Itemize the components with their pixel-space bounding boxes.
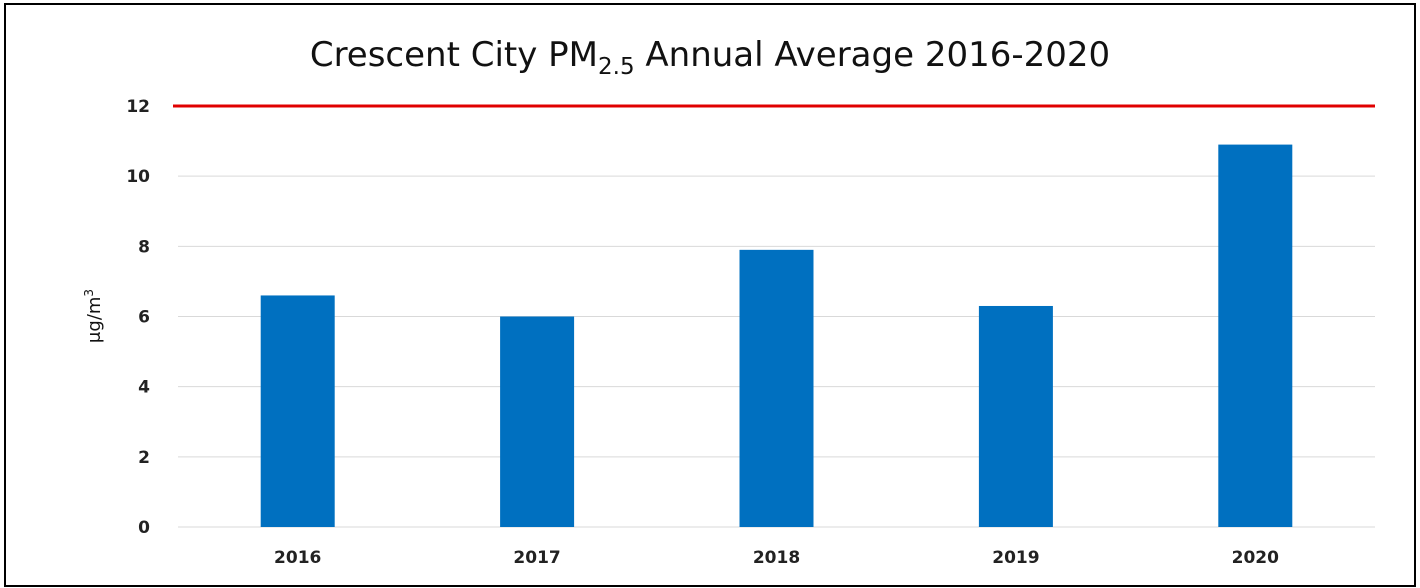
title-subscript: 2.5: [598, 54, 635, 80]
y-tick-label: 6: [138, 308, 150, 328]
y-tick-label: 4: [138, 378, 150, 398]
title-text: Annual Average 2016-2020: [635, 35, 1111, 75]
x-tick-label: 2020: [1232, 548, 1279, 568]
bar: [978, 305, 1053, 527]
x-tick-label: 2017: [513, 548, 560, 568]
y-label-text: μg/m: [84, 297, 105, 343]
bar: [260, 295, 335, 527]
y-tick-label: 12: [126, 97, 150, 117]
y-tick-label: 0: [138, 518, 150, 538]
title-text: Crescent City PM: [310, 35, 598, 75]
chart-title: Crescent City PM2.5 Annual Average 2016-…: [310, 35, 1110, 80]
bar: [739, 249, 814, 527]
bar: [500, 316, 575, 527]
y-axis-label: μg/m3: [82, 289, 105, 343]
x-tick-label: 2018: [753, 548, 800, 568]
y-label-superscript: 3: [82, 289, 96, 297]
bar: [1218, 144, 1293, 527]
x-tick-label: 2016: [274, 548, 321, 568]
y-tick-label: 8: [138, 237, 150, 257]
y-tick-label: 10: [126, 167, 150, 187]
chart-border: [4, 3, 1416, 587]
y-tick-label: 2: [138, 448, 150, 468]
x-tick-label: 2019: [992, 548, 1039, 568]
